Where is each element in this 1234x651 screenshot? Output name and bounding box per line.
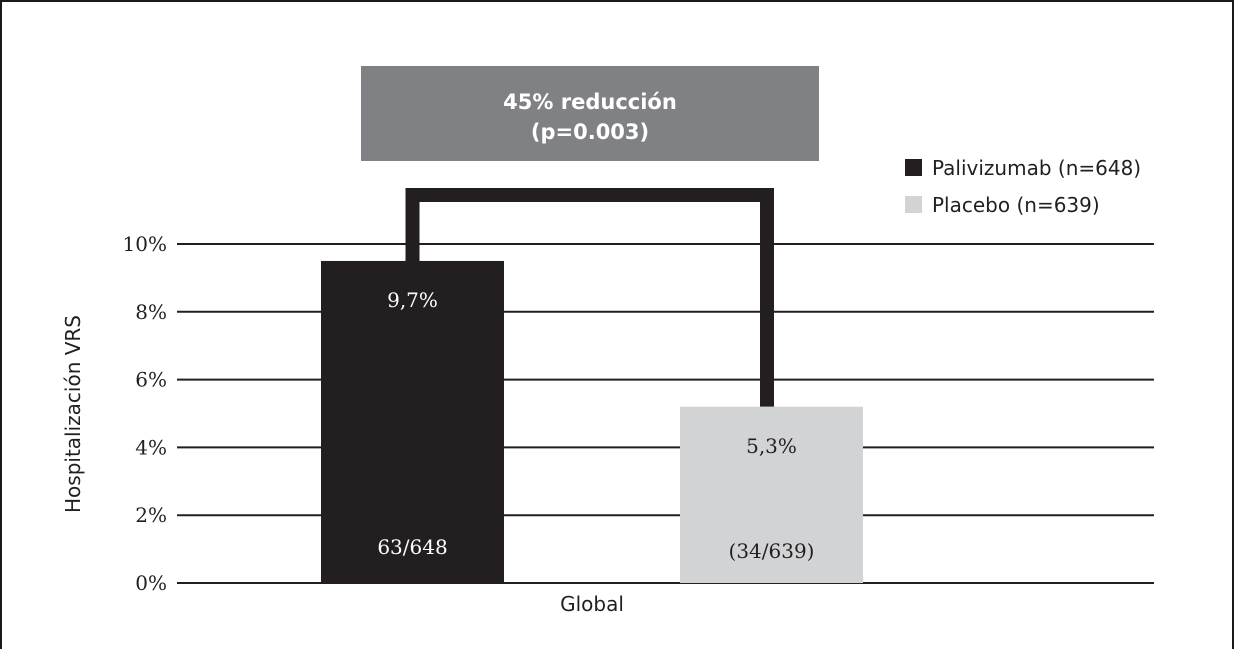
bar [680,406,863,583]
comparison-bracket-line [405,188,774,407]
y-axis-title: Hospitalización VRS [61,315,85,513]
bar-count-label: (34/639) [729,539,815,563]
y-tick-label: 0% [135,571,167,595]
y-tick-label: 10% [123,232,167,256]
bar [321,260,504,583]
legend: Palivizumab (n=648) Placebo (n=639) [905,156,1141,217]
labels: 0% 2% 4% 6% 8% 10% Hospitalización VRS 9,7% 63/6… [61,232,814,616]
y-tick-label: 8% [135,300,167,324]
annotation: 45% reducción (p=0.003) [361,66,819,161]
y-tick-label: 6% [135,368,167,392]
annotation-reduction-text: 45% reducción [503,90,677,114]
x-category-label: Global [560,592,624,616]
legend-label: Palivizumab (n=648) [932,156,1141,180]
bars [321,260,863,583]
y-tick-label: 4% [135,435,167,459]
bar-value-label: 9,7% [387,288,438,312]
bar-value-label: 5,3% [746,434,797,458]
bar-count-label: 63/648 [377,535,447,559]
legend-swatch [905,159,922,176]
legend-swatch [905,196,922,213]
y-tick-label: 2% [135,503,167,527]
annotation-box [361,66,819,161]
annotation-pvalue-text: (p=0.003) [531,120,649,144]
legend-label: Placebo (n=639) [932,193,1100,217]
comparison-bracket [405,188,774,407]
